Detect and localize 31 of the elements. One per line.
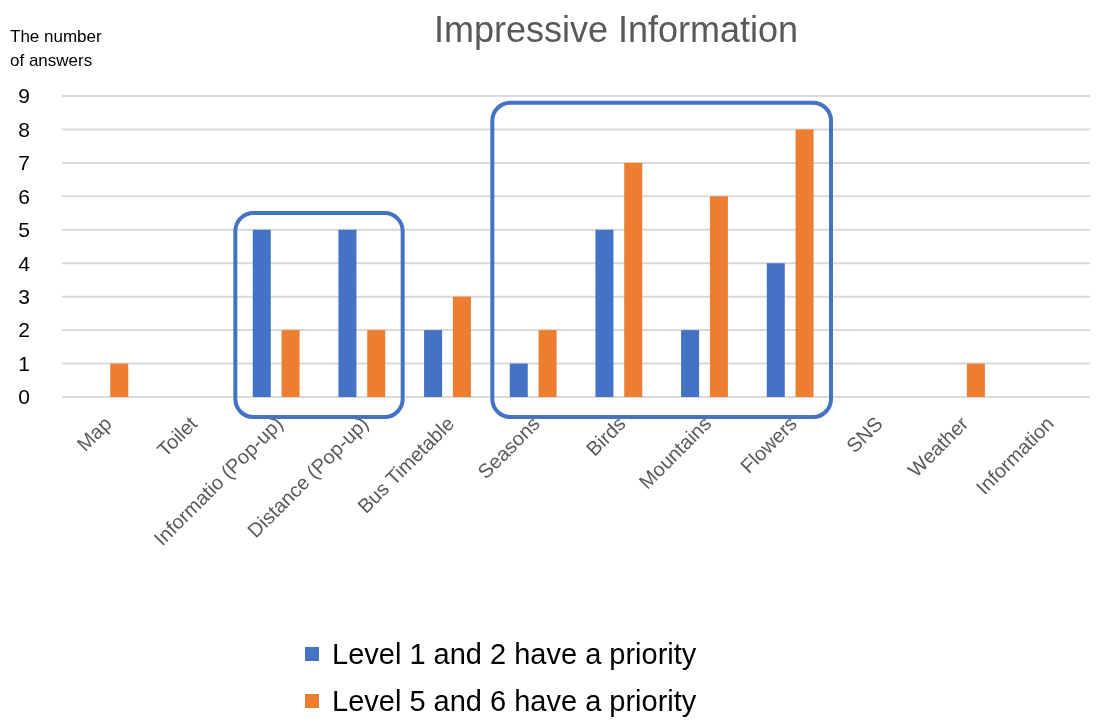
bar xyxy=(367,330,386,397)
bar xyxy=(681,330,700,397)
bar xyxy=(509,363,528,397)
y-tick-label: 5 xyxy=(18,218,30,242)
bar xyxy=(966,363,985,397)
bar xyxy=(281,330,300,397)
y-axis-title: The number of answers xyxy=(10,27,102,70)
y-tick-label: 7 xyxy=(18,151,30,175)
bar xyxy=(452,296,471,397)
legend-label: Level 1 and 2 have a priority xyxy=(332,638,697,671)
bar xyxy=(595,229,614,397)
bar xyxy=(110,363,129,397)
y-tick-label: 0 xyxy=(18,385,30,409)
chart-title: Impressive Information xyxy=(433,9,799,50)
y-tick-label: 3 xyxy=(18,285,30,309)
y-tick-label: 4 xyxy=(18,251,31,275)
y-tick-label: 9 xyxy=(18,84,30,108)
bar xyxy=(252,229,271,397)
y-tick-label: 8 xyxy=(18,117,30,141)
bar xyxy=(766,263,785,397)
bar xyxy=(795,129,814,397)
legend-label: Level 5 and 6 have a priority xyxy=(332,685,697,718)
bar xyxy=(538,330,557,397)
y-tick-label: 6 xyxy=(18,184,30,208)
bar xyxy=(424,330,443,397)
y-tick-label: 2 xyxy=(18,318,30,342)
x-tick-label: Map xyxy=(72,412,116,456)
bar xyxy=(709,196,728,397)
bar xyxy=(338,229,357,397)
bar xyxy=(624,162,643,397)
y-tick-label: 1 xyxy=(18,351,30,375)
